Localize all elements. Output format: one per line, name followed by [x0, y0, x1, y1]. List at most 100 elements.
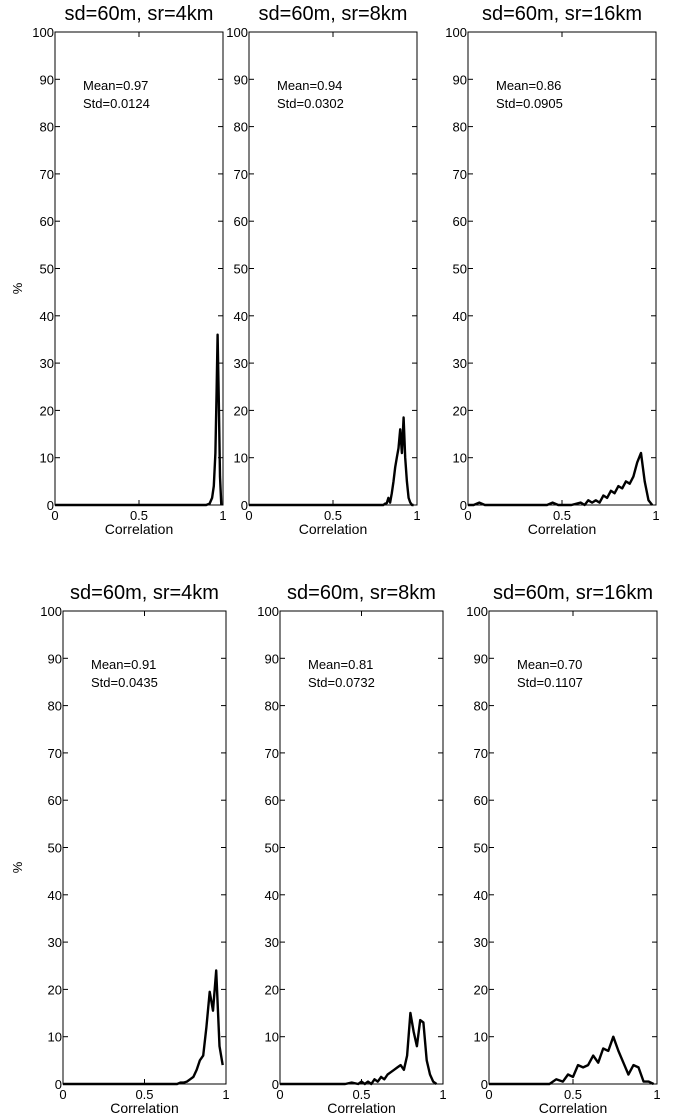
x-tick-label: 1 [652, 508, 659, 523]
y-tick-label: 40 [40, 309, 54, 324]
x-axis-label: Correlation [539, 1100, 607, 1116]
x-tick-label: 0.5 [324, 508, 342, 523]
std-annotation: Std=0.0905 [496, 96, 563, 111]
x-tick-label: 0 [51, 508, 58, 523]
y-tick-label: 50 [40, 262, 54, 277]
y-tick-label: 60 [40, 214, 54, 229]
y-tick-label: 30 [40, 356, 54, 371]
x-tick-label: 0.5 [135, 1087, 153, 1102]
chart-panel-2: sd=60m, sr=8km 0 10 20 30 40 50 60 70 80 90 100 0 0.5… [226, 3, 420, 537]
y-tick-label: 70 [48, 746, 62, 761]
y-tick-label: 50 [265, 841, 279, 856]
y-tick-label: 0 [460, 498, 467, 513]
y-tick-label: 30 [474, 935, 488, 950]
std-annotation: Std=0.0302 [277, 96, 344, 111]
y-tick-label: 60 [265, 793, 279, 808]
y-tick-label: 20 [474, 982, 488, 997]
chart-title: sd=60m, sr=4km [70, 582, 219, 604]
series-line [280, 1011, 438, 1086]
x-axis-label: Correlation [528, 521, 596, 537]
x-tick-label: 0.5 [553, 508, 571, 523]
y-tick-label: 90 [48, 651, 62, 666]
x-tick-label: 0 [59, 1087, 66, 1102]
y-tick-label: 70 [234, 167, 248, 182]
std-annotation: Std=0.0435 [91, 675, 158, 690]
series-line [489, 1035, 655, 1086]
x-tick-label: 0.5 [564, 1087, 582, 1102]
mean-annotation: Mean=0.97 [83, 78, 148, 93]
mean-annotation: Mean=0.91 [91, 657, 156, 672]
y-tick-label: 20 [453, 403, 467, 418]
y-tick-label: 0 [47, 498, 54, 513]
x-axis-label: Correlation [110, 1100, 178, 1116]
series-line [468, 451, 654, 507]
y-tick-label: 90 [265, 651, 279, 666]
mean-annotation: Mean=0.94 [277, 78, 342, 93]
y-tick-label: 70 [40, 167, 54, 182]
x-axis-label: Correlation [299, 521, 367, 537]
chart-panel-1: sd=60m, sr=4km 0 10 20 30 40 50 60 70 80 90 100 0 0.5… [10, 3, 227, 537]
y-tick-label: 80 [265, 699, 279, 714]
y-tick-label: 60 [474, 793, 488, 808]
y-tick-label: 20 [40, 403, 54, 418]
y-tick-label: 10 [474, 1030, 488, 1045]
y-tick-label: 50 [234, 262, 248, 277]
y-tick-label: 60 [453, 214, 467, 229]
y-tick-label: 70 [474, 746, 488, 761]
x-tick-label: 1 [653, 1087, 660, 1102]
y-tick-label: 40 [234, 309, 248, 324]
y-tick-label: 40 [265, 888, 279, 903]
y-tick-label: 100 [40, 604, 62, 619]
y-tick-label: 20 [48, 982, 62, 997]
y-tick-label: 70 [265, 746, 279, 761]
mean-annotation: Mean=0.70 [517, 657, 582, 672]
y-tick-label: 80 [40, 120, 54, 135]
x-tick-label: 0.5 [130, 508, 148, 523]
y-tick-label: 10 [265, 1030, 279, 1045]
y-tick-label: 80 [234, 120, 248, 135]
chart-panel-6: sd=60m, sr=16km 0 10 20 30 40 50 60 70 80 90 100 0 0.… [466, 582, 660, 1116]
y-tick-label: 30 [48, 935, 62, 950]
x-tick-label: 0 [276, 1087, 283, 1102]
y-tick-label: 70 [453, 167, 467, 182]
y-tick-label: 30 [265, 935, 279, 950]
y-tick-label: 10 [234, 451, 248, 466]
x-axis-label: Correlation [105, 521, 173, 537]
x-tick-label: 0 [245, 508, 252, 523]
y-tick-label: 50 [453, 262, 467, 277]
y-tick-label: 90 [453, 72, 467, 87]
x-axis-label: Correlation [327, 1100, 395, 1116]
x-tick-label: 0.5 [352, 1087, 370, 1102]
x-tick-label: 1 [413, 508, 420, 523]
y-tick-label: 100 [257, 604, 279, 619]
y-tick-label: 50 [474, 841, 488, 856]
y-tick-label: 10 [40, 451, 54, 466]
y-tick-label: 50 [48, 841, 62, 856]
y-tick-label: 0 [241, 498, 248, 513]
y-tick-label: 60 [234, 214, 248, 229]
chart-title: sd=60m, sr=8km [287, 582, 436, 604]
series-line [63, 969, 224, 1086]
y-tick-label: 40 [453, 309, 467, 324]
y-tick-label: 60 [48, 793, 62, 808]
x-tick-label: 0 [485, 1087, 492, 1102]
chart-title: sd=60m, sr=16km [482, 3, 642, 25]
y-tick-label: 10 [453, 451, 467, 466]
y-tick-label: 100 [445, 25, 467, 40]
y-tick-label: 90 [474, 651, 488, 666]
chart-title: sd=60m, sr=16km [493, 582, 653, 604]
series-line [55, 333, 223, 507]
chart-title: sd=60m, sr=4km [65, 3, 214, 25]
y-tick-label: 90 [40, 72, 54, 87]
y-tick-label: 40 [474, 888, 488, 903]
y-tick-label: 90 [234, 72, 248, 87]
y-tick-label: 80 [48, 699, 62, 714]
y-tick-label: 0 [481, 1077, 488, 1092]
std-annotation: Std=0.1107 [517, 675, 583, 690]
y-tick-label: 20 [265, 982, 279, 997]
y-tick-label: 20 [234, 403, 248, 418]
chart-panel-5: sd=60m, sr=8km 0 10 20 30 40 50 60 70 80 90 100 0 0.5… [257, 582, 446, 1116]
std-annotation: Std=0.0124 [83, 96, 150, 111]
x-tick-label: 1 [222, 1087, 229, 1102]
